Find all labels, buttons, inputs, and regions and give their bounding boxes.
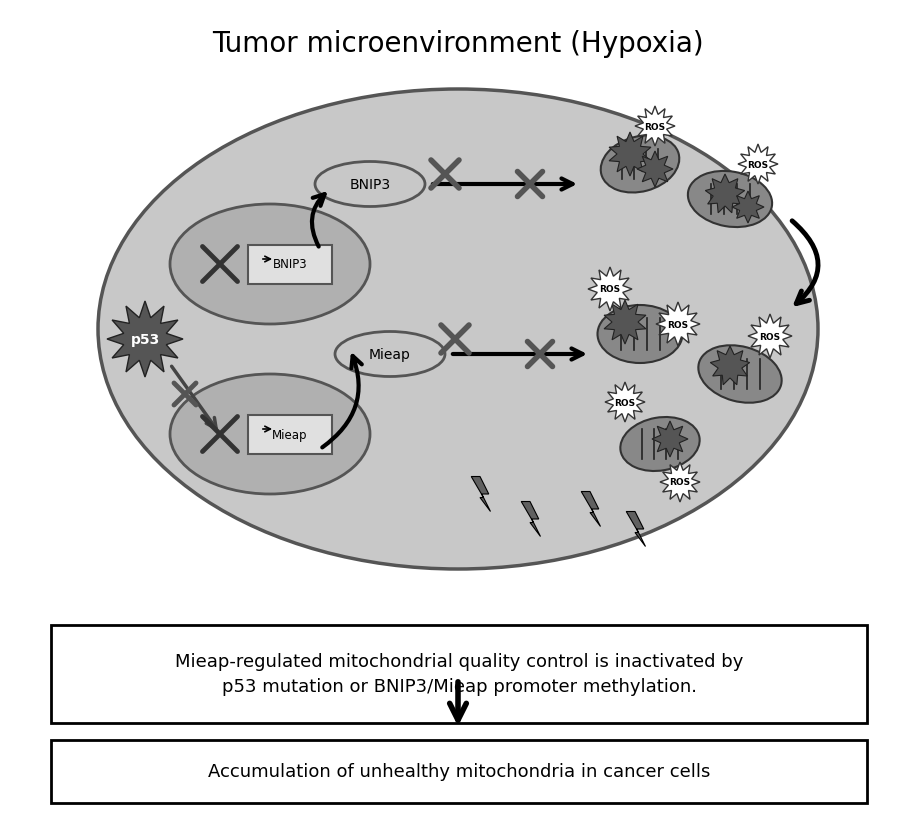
Polygon shape [521,502,540,537]
Text: ROS: ROS [670,478,691,487]
Ellipse shape [315,162,425,208]
Text: Mieap: Mieap [272,428,308,441]
Ellipse shape [170,375,370,495]
Polygon shape [705,174,745,213]
FancyBboxPatch shape [51,625,867,723]
Text: Mieap: Mieap [369,347,411,361]
Text: p53: p53 [130,332,159,347]
Polygon shape [710,347,749,385]
Text: BNIP3: BNIP3 [273,258,307,271]
Text: ROS: ROS [599,285,620,294]
Polygon shape [588,268,632,312]
Polygon shape [107,302,183,378]
FancyArrowPatch shape [322,356,362,448]
Text: Mieap-regulated mitochondrial quality control is inactivated by
p53 mutation or : Mieap-regulated mitochondrial quality co… [175,653,743,696]
Polygon shape [732,192,764,224]
Text: ROS: ROS [645,122,666,131]
Polygon shape [609,133,651,177]
Ellipse shape [698,346,781,404]
FancyArrowPatch shape [312,195,324,247]
Ellipse shape [98,90,818,569]
Polygon shape [748,314,792,359]
Polygon shape [660,462,700,502]
FancyBboxPatch shape [248,246,332,284]
FancyBboxPatch shape [51,740,867,803]
Ellipse shape [620,418,700,471]
Polygon shape [604,301,646,345]
FancyArrowPatch shape [792,222,818,304]
Ellipse shape [170,205,370,325]
Ellipse shape [688,172,772,227]
Polygon shape [738,145,778,184]
Text: BNIP3: BNIP3 [349,178,390,192]
FancyBboxPatch shape [248,415,332,455]
Text: Accumulation of unhealthy mitochondria in cancer cells: Accumulation of unhealthy mitochondria i… [208,762,710,781]
Polygon shape [605,383,645,423]
Polygon shape [627,512,646,547]
Text: Tumor microenvironment (Hypoxia): Tumor microenvironment (Hypoxia) [213,30,703,58]
Polygon shape [471,477,490,512]
Polygon shape [635,107,675,147]
Text: ROS: ROS [668,320,689,329]
Polygon shape [582,492,601,527]
Polygon shape [637,152,673,188]
Ellipse shape [597,306,682,364]
Polygon shape [652,422,688,457]
Ellipse shape [335,332,445,377]
Ellipse shape [601,136,680,194]
Polygon shape [656,303,700,347]
Text: ROS: ROS [615,398,636,407]
Text: ROS: ROS [759,332,780,341]
Text: ROS: ROS [747,160,769,170]
